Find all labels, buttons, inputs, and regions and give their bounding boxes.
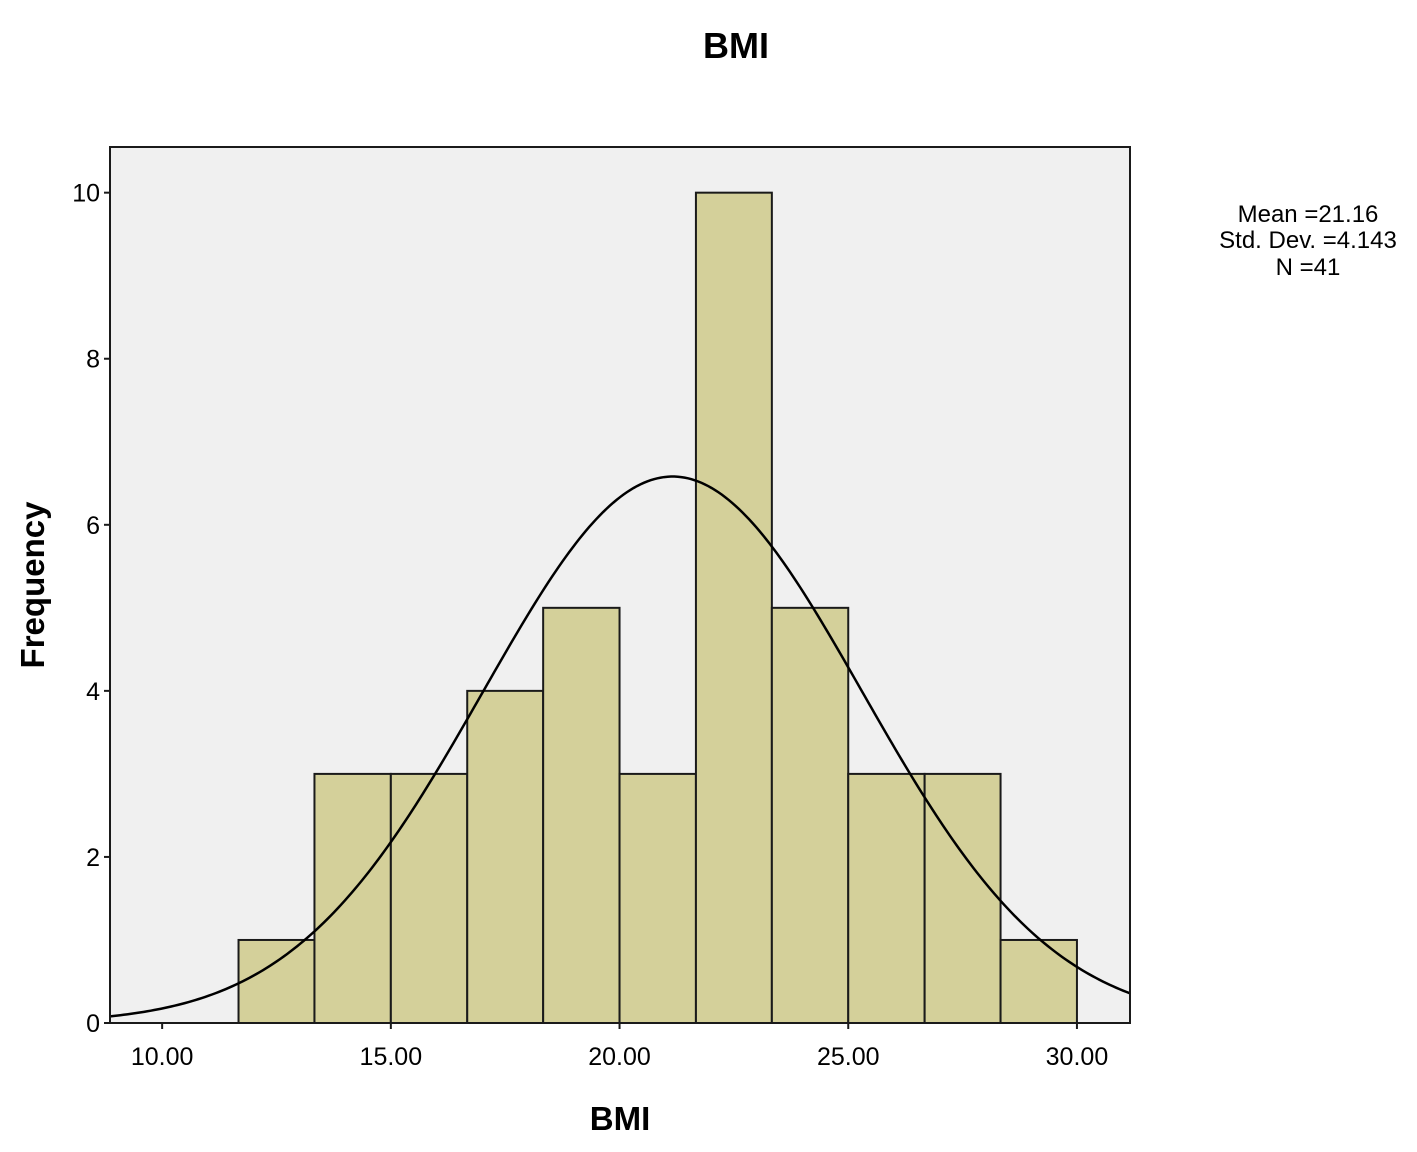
histogram-bar-8 xyxy=(770,606,850,1024)
histogram-bar-6 xyxy=(618,772,697,1024)
x-tick-label: 20.00 xyxy=(588,1043,651,1071)
histogram-bar-2 xyxy=(313,772,392,1024)
x-axis-label: BMI xyxy=(590,1100,651,1137)
histogram-bar-1 xyxy=(237,938,316,1024)
histogram-bar-3 xyxy=(389,772,469,1024)
y-tick-label: 4 xyxy=(86,678,100,706)
histogram-bar-5 xyxy=(542,606,621,1024)
histogram-bar-11 xyxy=(999,938,1078,1024)
stats-std-dev: Std. Dev. =4.143 xyxy=(1219,227,1397,254)
stats-n: N =41 xyxy=(1276,254,1341,281)
y-tick-label: 6 xyxy=(86,512,100,540)
normal-curve xyxy=(109,475,1131,1018)
y-tick-label: 0 xyxy=(86,1010,100,1038)
histogram-bar-10 xyxy=(923,772,1002,1024)
histogram-bar-7 xyxy=(694,191,773,1024)
y-tick-label: 8 xyxy=(86,346,100,374)
y-tick-label: 2 xyxy=(86,844,100,872)
bar-group xyxy=(237,191,1078,1024)
y-tick-label: 10 xyxy=(72,180,100,208)
y-axis-label: Frequency xyxy=(14,501,51,669)
x-axis: 10.00 15.00 20.00 25.00 30.00 xyxy=(131,1023,1108,1071)
x-tick-label: 15.00 xyxy=(360,1043,423,1071)
chart-title: BMI xyxy=(703,25,769,66)
y-axis: 0 2 4 6 8 10 xyxy=(72,180,110,1038)
x-tick-label: 30.00 xyxy=(1046,1043,1109,1071)
stats-box: Mean =21.16 Std. Dev. =4.143 N =41 xyxy=(1219,201,1397,281)
histogram-bar-4 xyxy=(466,689,545,1024)
stats-mean: Mean =21.16 xyxy=(1238,201,1379,228)
histogram-bar-9 xyxy=(847,772,926,1024)
x-tick-label: 25.00 xyxy=(817,1043,880,1071)
x-tick-label: 10.00 xyxy=(131,1043,194,1071)
